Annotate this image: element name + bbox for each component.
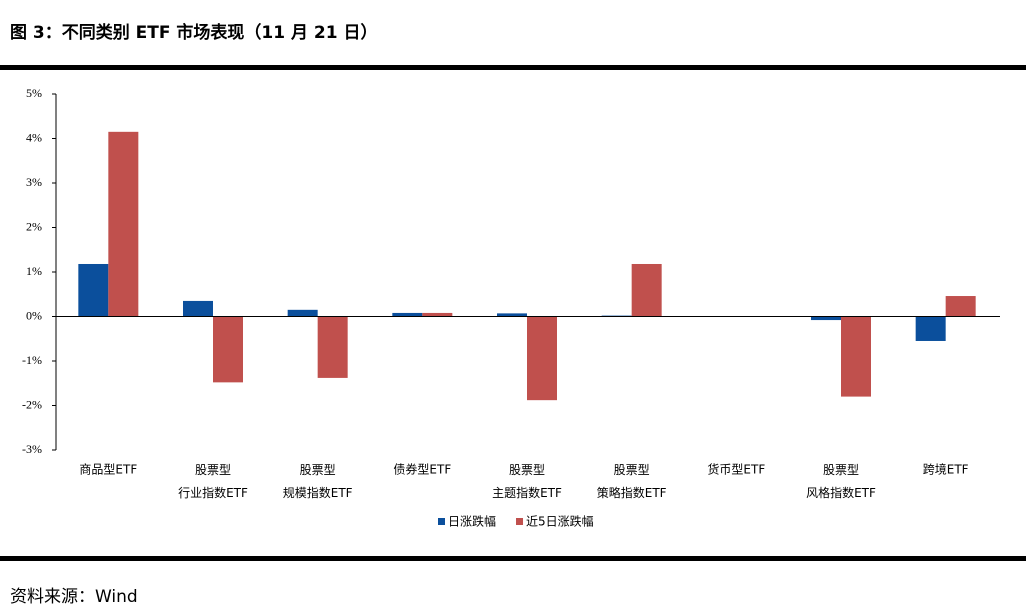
legend-swatch <box>438 518 445 525</box>
x-tick-label: 股票型行业指数ETF <box>178 463 248 500</box>
bar <box>78 263 109 317</box>
top-rule <box>0 65 1026 70</box>
bar <box>497 313 527 317</box>
bar <box>422 312 453 317</box>
bar <box>183 300 213 317</box>
legend-label: 近5日涨跌幅 <box>526 514 594 529</box>
x-tick-label: 股票型主题指数ETF <box>492 463 562 500</box>
bar <box>108 131 139 317</box>
legend-swatch <box>516 518 524 525</box>
y-tick-label: 5% <box>26 86 42 100</box>
x-tick-label: 商品型ETF <box>79 462 137 477</box>
bar <box>527 316 557 401</box>
bar <box>317 316 348 378</box>
y-tick-label: 2% <box>26 219 42 233</box>
y-tick-label: 4% <box>26 130 42 144</box>
bar <box>915 316 946 341</box>
x-tick-label: 债券型ETF <box>393 462 451 477</box>
bottom-rule <box>0 556 1026 561</box>
legend-label: 日涨跌幅 <box>448 514 496 529</box>
bar <box>841 316 871 397</box>
y-tick-label: -3% <box>22 442 42 456</box>
x-tick-label: 货币型ETF <box>707 462 765 477</box>
y-tick-label: 1% <box>26 264 42 278</box>
bar <box>631 263 662 317</box>
source: 资料来源：Wind <box>10 587 138 607</box>
y-tick-label: 3% <box>26 175 42 189</box>
bar <box>392 312 423 317</box>
bar <box>287 309 318 317</box>
chart-title: 图 3：不同类别 ETF 市场表现（11 月 21 日） <box>10 22 377 43</box>
x-tick-label: 股票型规模指数ETF <box>283 463 353 500</box>
bar <box>945 296 976 317</box>
y-tick-label: -2% <box>22 397 42 411</box>
x-tick-label: 股票型风格指数ETF <box>806 463 876 500</box>
x-tick-label: 股票型策略指数ETF <box>597 463 667 500</box>
x-tick-label: 跨境ETF <box>923 462 969 477</box>
bar <box>213 316 243 383</box>
bar <box>811 316 841 321</box>
y-tick-label: 0% <box>26 308 42 322</box>
y-tick-label: -1% <box>22 353 42 367</box>
